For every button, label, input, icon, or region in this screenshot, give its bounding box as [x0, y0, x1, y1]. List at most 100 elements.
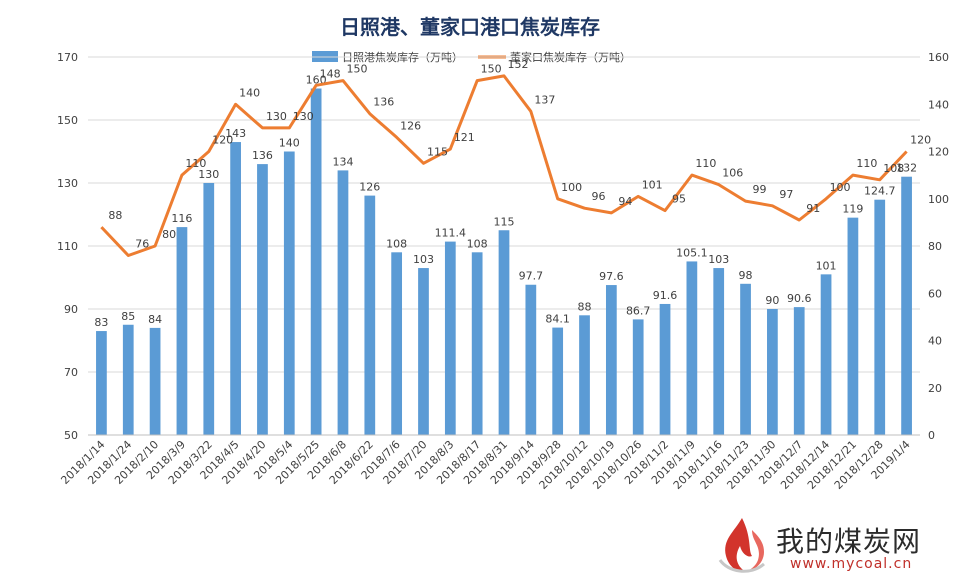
bar-labels: 83 85 84116130143136140160134126108103111.…: [94, 74, 917, 330]
y-right-tick-label: 20: [928, 382, 942, 395]
line-data-label: 106: [722, 167, 743, 180]
y-left-tick-label: 70: [64, 366, 78, 379]
line-data-label: 91: [806, 202, 820, 215]
y-left-tick-label: 150: [57, 114, 78, 127]
line-data-label: 120: [910, 134, 931, 147]
line-data-label: 96: [592, 190, 606, 203]
bar: [740, 283, 751, 435]
bar: [525, 284, 537, 435]
bar: [659, 303, 671, 435]
bar: [901, 176, 912, 435]
bar-data-label: 140: [279, 137, 300, 150]
bar-data-label: 124.7: [864, 185, 896, 198]
line-data-label: 99: [753, 183, 767, 196]
line-path: [100, 74, 908, 257]
line-data-label: 97: [779, 188, 793, 201]
bar: [96, 331, 107, 435]
watermark: 我的煤炭网 www.mycoal.cn: [712, 512, 957, 582]
line-data-label: 115: [427, 145, 448, 158]
bar-data-label: 143: [225, 127, 246, 140]
bar-data-label: 83: [94, 316, 108, 329]
bar-data-label: 101: [816, 259, 837, 272]
line-data-label: 140: [239, 86, 260, 99]
line-data-label: 95: [672, 193, 686, 206]
bar-data-label: 126: [359, 181, 380, 194]
bar: [283, 151, 295, 435]
line-data-label: 80: [162, 228, 176, 241]
bar-data-label: 130: [198, 168, 219, 181]
bar-series: [96, 88, 912, 436]
line-data-label: 136: [373, 96, 394, 109]
line-data-label: 110: [856, 157, 877, 170]
bar: [444, 241, 456, 435]
bar: [498, 230, 510, 435]
bar: [605, 285, 617, 435]
line-data-label: 100: [561, 181, 582, 194]
bar: [122, 324, 134, 435]
bar: [847, 217, 859, 435]
line-data-label: 101: [642, 178, 663, 191]
y-left-tick-label: 170: [57, 51, 78, 64]
line-data-label: 88: [108, 209, 122, 222]
line-labels: 88 76 80 110 120 140 130 130 148 150 136 126 115 121 1…: [108, 58, 931, 251]
bar-data-label: 90: [765, 294, 779, 307]
line-data-label: 108: [883, 162, 904, 175]
bar-data-label: 91.6: [653, 289, 678, 302]
line-data-label: 110: [695, 157, 716, 170]
line-data-label: 152: [508, 58, 529, 71]
bar-data-label: 86.7: [626, 304, 651, 317]
bar: [471, 252, 483, 435]
line-data-label: 148: [320, 67, 341, 80]
bar: [767, 309, 778, 435]
y-left-tick-label: 130: [57, 177, 78, 190]
bar: [203, 183, 215, 435]
bar-data-label: 85: [121, 310, 135, 323]
line-data-label: 110: [185, 157, 206, 170]
bar-data-label: 98: [739, 269, 753, 282]
bar-data-label: 132: [896, 162, 917, 175]
line-data-label: 150: [346, 63, 367, 76]
line-data-label: 94: [618, 195, 632, 208]
bar-data-label: 108: [467, 237, 488, 250]
watermark-url: www.mycoal.cn: [790, 556, 913, 572]
bar: [364, 195, 376, 435]
y-right-tick-label: 100: [928, 193, 949, 206]
line-data-label: 130: [293, 110, 314, 123]
bar-data-label: 103: [413, 253, 434, 266]
bar: [793, 307, 805, 435]
bar-data-label: 103: [708, 253, 729, 266]
line-data-label: 120: [212, 134, 233, 147]
bar: [579, 315, 590, 435]
line-data-label: 100: [830, 181, 851, 194]
y-right-tick-label: 60: [928, 287, 942, 300]
y-left-tick-label: 90: [64, 303, 78, 316]
bar: [257, 164, 268, 435]
bar-data-label: 108: [386, 237, 407, 250]
bar-data-label: 134: [332, 155, 353, 168]
y-right-axis: 0 20 40 60 80 100 120 140 160: [928, 51, 949, 442]
bar: [391, 252, 403, 435]
bar: [176, 227, 188, 435]
bar-data-label: 84: [148, 313, 162, 326]
y-left-axis: 50 70 90 110 130 150 170: [57, 51, 78, 442]
bar-data-label: 84.1: [545, 313, 570, 326]
bar-data-label: 90.6: [787, 292, 812, 305]
y-right-tick-label: 40: [928, 335, 942, 348]
line-series: [100, 74, 908, 257]
line-data-label: 137: [534, 93, 555, 106]
bar: [713, 268, 725, 435]
y-left-tick-label: 50: [64, 429, 78, 442]
watermark-text: 我的煤炭网: [776, 525, 922, 558]
bar: [337, 170, 349, 435]
y-right-tick-label: 140: [928, 98, 949, 111]
chart-title: 日照港、董家口港口焦炭库存: [340, 15, 600, 39]
y-right-tick-label: 160: [928, 51, 949, 64]
bar: [310, 88, 322, 435]
bar: [149, 327, 161, 435]
bar-data-label: 136: [252, 149, 273, 162]
line-data-label: 126: [400, 119, 421, 132]
line-data-label: 76: [135, 237, 149, 250]
bar-data-label: 119: [842, 203, 863, 216]
bar-data-label: 116: [171, 212, 192, 225]
